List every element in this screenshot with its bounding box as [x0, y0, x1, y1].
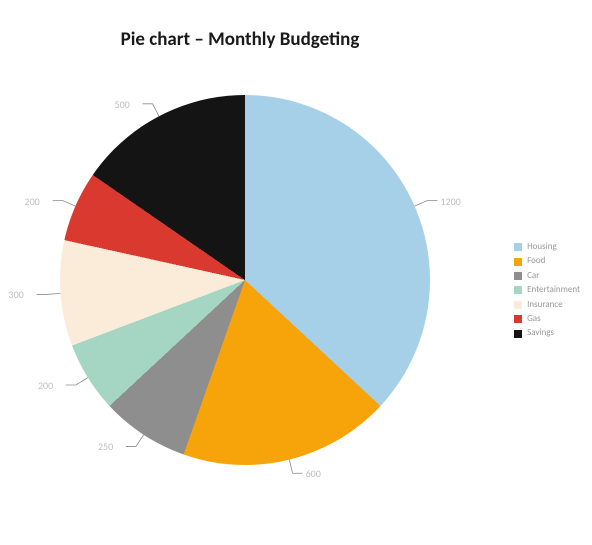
legend-swatch — [514, 272, 522, 280]
slice-value-label: 250 — [98, 440, 113, 453]
legend-item: Housing — [514, 240, 580, 254]
pie-chart — [60, 95, 430, 465]
legend-item: Food — [514, 254, 580, 268]
slice-value-label: 1200 — [440, 195, 460, 208]
legend-swatch — [514, 315, 522, 323]
slice-value-label: 500 — [115, 98, 130, 111]
legend-label: Savings — [527, 326, 554, 340]
legend-label: Entertainment — [527, 283, 580, 297]
legend-item: Gas — [514, 312, 580, 326]
legend-swatch — [514, 330, 522, 338]
legend-swatch — [514, 243, 522, 251]
legend-label: Housing — [527, 240, 557, 254]
legend-item: Insurance — [514, 298, 580, 312]
slice-value-label: 200 — [38, 379, 53, 392]
legend-swatch — [514, 286, 522, 294]
legend-swatch — [514, 301, 522, 309]
slice-value-label: 300 — [9, 288, 24, 301]
pie-surface — [60, 95, 430, 465]
legend-label: Car — [527, 269, 539, 283]
slice-value-label: 600 — [306, 467, 321, 480]
legend-item: Car — [514, 269, 580, 283]
legend-item: Savings — [514, 326, 580, 340]
legend-swatch — [514, 258, 522, 266]
legend-label: Insurance — [527, 298, 563, 312]
legend-label: Food — [527, 254, 545, 268]
slice-value-label: 200 — [25, 195, 40, 208]
legend-label: Gas — [527, 312, 541, 326]
chart-title: Pie chart – Monthly Budgeting — [0, 28, 480, 51]
legend: HousingFoodCarEntertainmentInsuranceGasS… — [514, 240, 580, 341]
legend-item: Entertainment — [514, 283, 580, 297]
